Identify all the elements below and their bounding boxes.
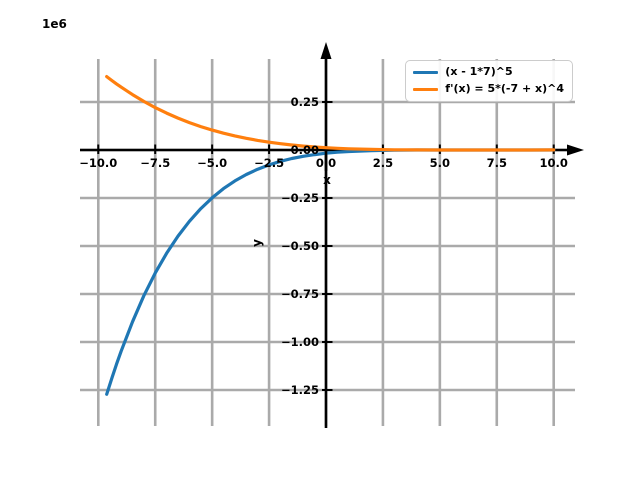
- y-tick-label: −0.50: [281, 239, 319, 253]
- x-tick-label: 5.0: [430, 156, 450, 170]
- y-tick-label: −1.00: [281, 335, 319, 349]
- legend-label: f'(x) = 5*(-7 + x)^4: [445, 82, 564, 95]
- legend-item: (x - 1*7)^5: [413, 65, 564, 79]
- y-tick-label: −1.25: [281, 383, 319, 397]
- y-axis-arrow-icon: [320, 42, 332, 59]
- legend: (x - 1*7)^5 f'(x) = 5*(-7 + x)^4: [405, 60, 573, 102]
- legend-line-sample-blue: [413, 70, 439, 74]
- x-tick-label: 2.5: [373, 156, 393, 170]
- x-tick-label: 7.5: [487, 156, 507, 170]
- x-tick-label: 10.0: [540, 156, 568, 170]
- x-tick-label: −2.5: [254, 156, 284, 170]
- x-tick-label: −7.5: [140, 156, 170, 170]
- legend-item: f'(x) = 5*(-7 + x)^4: [413, 82, 564, 96]
- y-axis-label: y: [250, 239, 264, 247]
- x-tick-label: −5.0: [197, 156, 227, 170]
- series-line-1: [105, 74, 556, 152]
- y-tick-label: −0.25: [281, 191, 319, 205]
- x-axis-label: x: [323, 173, 331, 187]
- x-tick-label: −10.0: [79, 156, 117, 170]
- y-tick-label: 0.00: [291, 143, 319, 157]
- legend-label: (x - 1*7)^5: [445, 65, 513, 78]
- y-tick-label: −0.75: [281, 287, 319, 301]
- y-axis-offset-label: 1e6: [42, 17, 67, 31]
- x-axis-arrow-icon: [567, 144, 584, 156]
- y-tick-label: 0.25: [291, 95, 319, 109]
- legend-line-sample-orange: [413, 87, 439, 91]
